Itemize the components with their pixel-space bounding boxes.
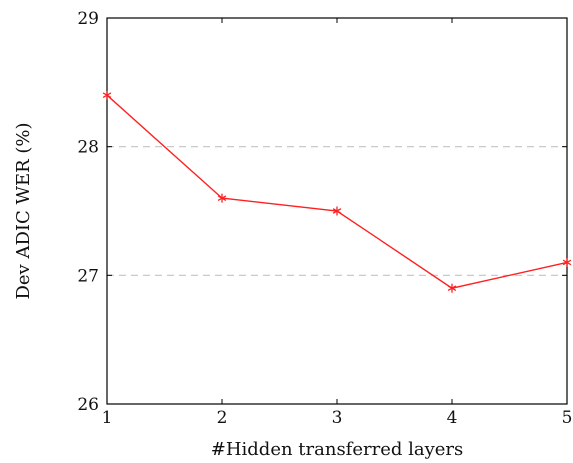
y-tick-label-2: 28 [77, 138, 99, 158]
data-point-0-4 [562, 257, 572, 267]
x-tick-label-3: 4 [447, 408, 458, 428]
x-axis-label: #Hidden transferred layers [211, 439, 464, 460]
data-point-0-1 [217, 193, 227, 203]
y-tick-label-3: 29 [77, 9, 99, 29]
data-point-0-3 [447, 283, 457, 293]
y-tick-label-0: 26 [77, 395, 99, 415]
x-tick-label-1: 2 [217, 408, 228, 428]
series [102, 90, 572, 293]
data-point-0-2 [332, 206, 342, 216]
axis-ticks: 26 27 28 29 1 2 3 4 5 [77, 9, 572, 428]
x-tick-label-0: 1 [102, 408, 113, 428]
x-tick-label-4: 5 [562, 408, 573, 428]
data-point-0-0 [102, 90, 112, 100]
series-line-0 [106, 94, 568, 289]
y-axis-label: Dev ADIC WER (%) [13, 122, 34, 299]
y-tick-label-1: 27 [77, 266, 99, 286]
x-tick-label-2: 3 [332, 408, 343, 428]
grid-lines [107, 146, 567, 276]
